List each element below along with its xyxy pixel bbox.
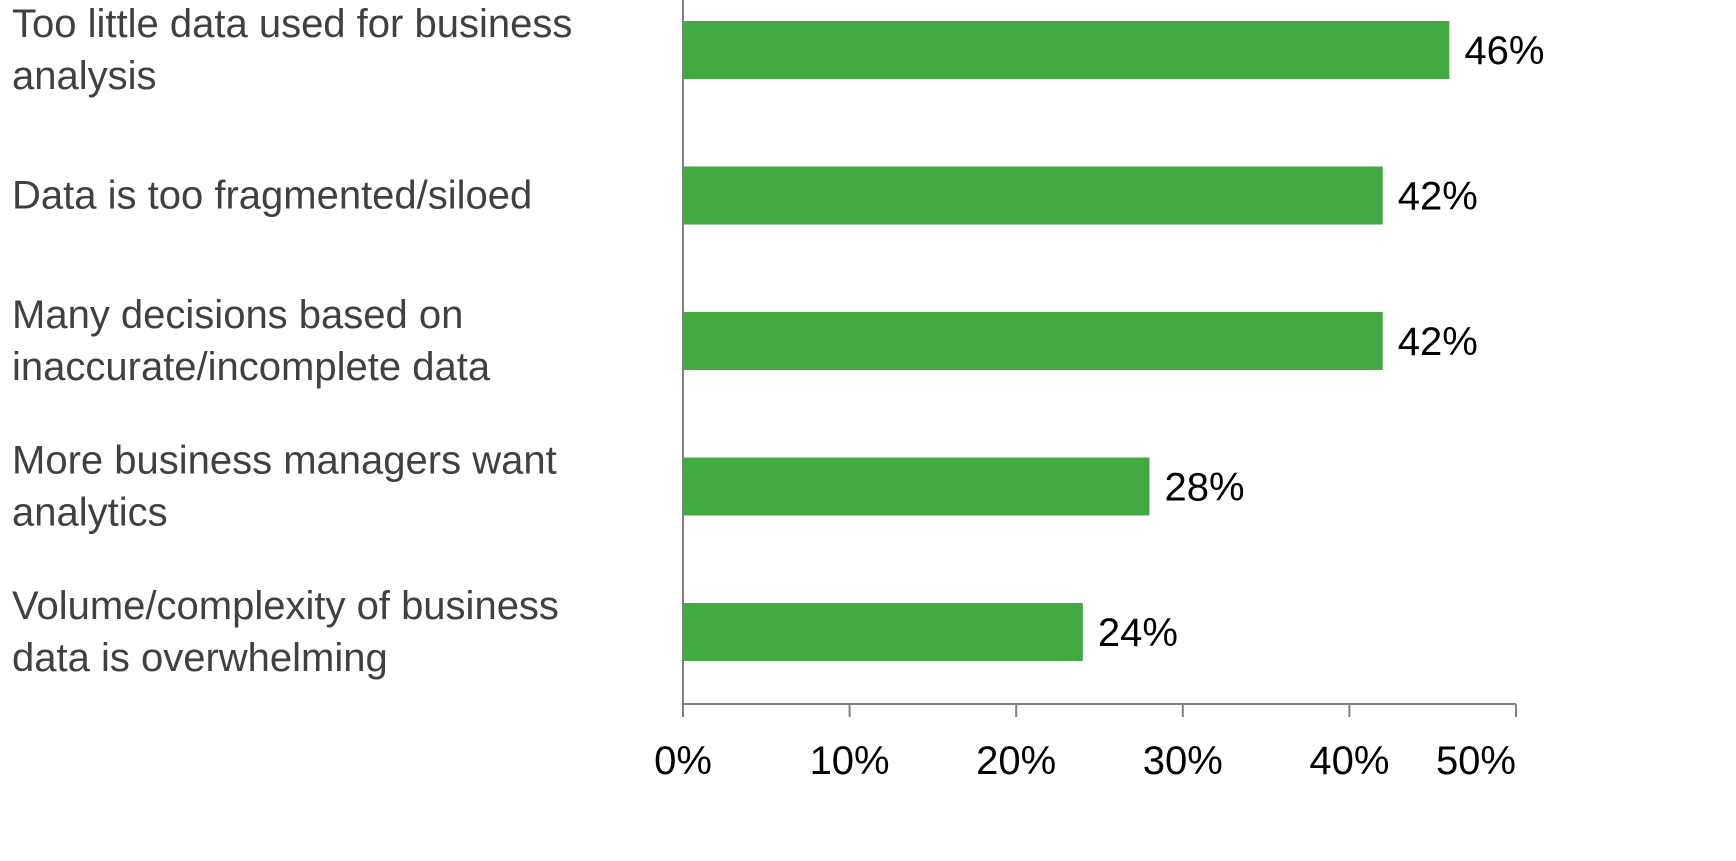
bar (683, 166, 1383, 225)
category-label-line: Data is too fragmented/siloed (12, 174, 532, 218)
category-label: Many decisions based on inaccurate/incomp… (12, 293, 491, 389)
x-tick-label: 0% (654, 739, 712, 783)
value-label: 46% (1464, 29, 1544, 73)
category-label: Too little data used for business analysi… (12, 2, 572, 98)
value-label: 42% (1398, 175, 1478, 219)
category-label-line: More business managers want (12, 439, 557, 483)
bar (683, 312, 1383, 370)
category-label: More business managers want analytics (12, 439, 557, 535)
category-label-line: analytics (12, 491, 168, 535)
bar (683, 21, 1450, 79)
x-tick-label: 10% (810, 739, 890, 783)
x-tick-label: 50% (1436, 739, 1516, 783)
bar (683, 457, 1150, 516)
x-tick-label: 40% (1309, 739, 1389, 783)
bar (683, 603, 1083, 661)
value-labels: 46% 42% 42% 28% 24% (1098, 29, 1545, 655)
category-label-line: Too little data used for business (12, 2, 572, 46)
category-labels: Too little data used for business analysi… (12, 2, 572, 680)
value-label: 28% (1164, 466, 1244, 510)
category-label-line: Many decisions based on (12, 293, 463, 337)
axes: 0% 10% 20% 30% 40% 50% (654, 0, 1517, 783)
value-label: 42% (1398, 320, 1478, 364)
category-label-line: analysis (12, 54, 157, 98)
x-tick-label: 30% (1143, 739, 1223, 783)
category-label-line: Volume/complexity of business (12, 584, 559, 628)
x-tick-label: 20% (976, 739, 1056, 783)
category-label: Data is too fragmented/siloed (12, 174, 532, 218)
category-label: Volume/complexity of business data is ove… (12, 584, 559, 680)
bars (683, 21, 1450, 661)
value-label: 24% (1098, 611, 1178, 655)
category-label-line: data is overwhelming (12, 636, 388, 680)
category-label-line: inaccurate/incomplete data (12, 345, 491, 389)
